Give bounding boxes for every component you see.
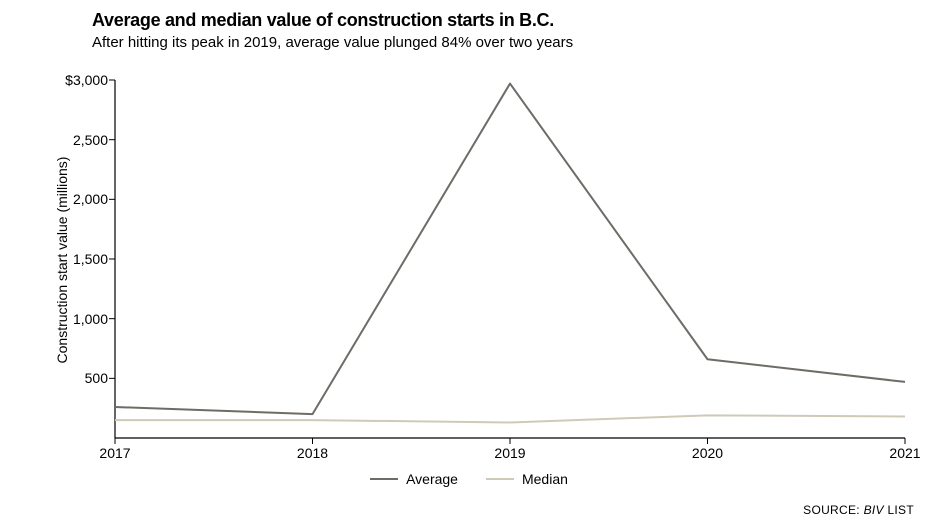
x-tick-label: 2021 bbox=[889, 445, 920, 461]
y-tick-label: 500 bbox=[28, 370, 108, 386]
series-line bbox=[115, 415, 905, 422]
source-prefix: SOURCE: bbox=[803, 503, 860, 517]
series-line bbox=[115, 84, 905, 415]
legend-label: Average bbox=[406, 471, 458, 487]
y-tick-label: 1,500 bbox=[28, 251, 108, 267]
chart-svg bbox=[115, 80, 905, 438]
x-tick-label: 2020 bbox=[692, 445, 723, 461]
source-publication: BIV bbox=[864, 503, 884, 517]
legend-swatch bbox=[370, 478, 398, 480]
legend-swatch bbox=[486, 478, 514, 480]
legend-label: Median bbox=[522, 471, 568, 487]
chart-subtitle: After hitting its peak in 2019, average … bbox=[92, 34, 573, 51]
chart-container: Average and median value of construction… bbox=[0, 0, 938, 527]
legend-item: Median bbox=[486, 471, 568, 487]
y-tick-label: 1,000 bbox=[28, 311, 108, 327]
source-attribution: SOURCE: BIV LIST bbox=[803, 503, 914, 517]
source-suffix: LIST bbox=[887, 503, 914, 517]
y-tick-label: 2,500 bbox=[28, 132, 108, 148]
y-tick-label: 2,000 bbox=[28, 191, 108, 207]
chart-title: Average and median value of construction… bbox=[92, 10, 554, 31]
legend: Average Median bbox=[0, 467, 938, 487]
x-tick-label: 2019 bbox=[494, 445, 525, 461]
x-tick-label: 2018 bbox=[297, 445, 328, 461]
legend-item: Average bbox=[370, 471, 458, 487]
x-tick-label: 2017 bbox=[99, 445, 130, 461]
y-tick-label: $3,000 bbox=[28, 72, 108, 88]
plot-area bbox=[115, 80, 905, 438]
